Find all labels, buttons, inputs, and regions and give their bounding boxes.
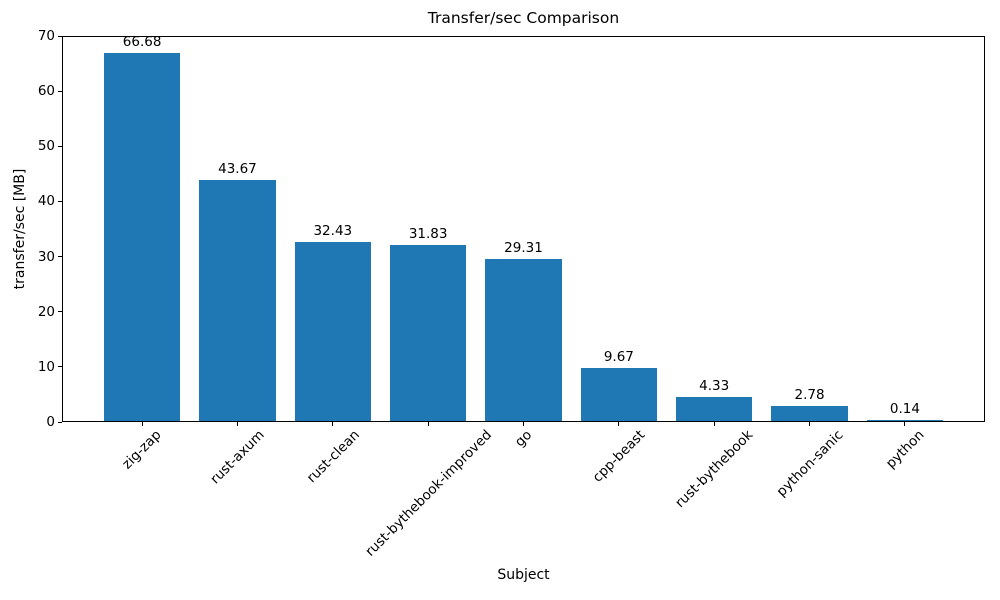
y-tick (58, 366, 62, 368)
x-tick-label: go (511, 427, 536, 451)
y-tick-label: 10 (37, 358, 55, 375)
y-tick (58, 200, 62, 202)
y-tick (58, 311, 62, 313)
bar-value-label: 66.68 (122, 34, 162, 51)
y-tick-label: 30 (37, 248, 55, 265)
y-tick-label: 0 (46, 414, 55, 430)
bar-python (866, 420, 944, 421)
bar-value-label: 32.43 (313, 223, 353, 240)
x-tick (236, 422, 238, 426)
bar-cpp-beast (580, 367, 657, 421)
x-tick-label: cpp-beast (589, 427, 649, 486)
x-tick-label: python (882, 427, 928, 472)
bar-value-label: 43.67 (218, 161, 257, 178)
bar-value-label: 4.33 (699, 378, 730, 395)
bar-python-sanic (771, 405, 848, 421)
y-tick (58, 35, 62, 37)
x-tick (904, 422, 906, 426)
bar-rust-clean (294, 242, 371, 421)
x-tick-label: zig-zap (119, 427, 165, 473)
y-tick-label: 20 (37, 303, 55, 320)
bar-value-label: 0.14 (889, 401, 920, 417)
bar-value-label: 9.67 (603, 348, 634, 365)
bar-zig-zap (103, 53, 181, 421)
x-tick (141, 422, 143, 426)
y-axis-label: transfer/sec [MB] (12, 168, 28, 290)
bar-rust-axum (199, 180, 276, 421)
y-tick (58, 421, 62, 423)
bar-value-label: 31.83 (408, 226, 448, 243)
y-tick-label: 60 (37, 83, 55, 100)
bar-go (485, 259, 562, 421)
bar-value-label: 29.31 (504, 240, 543, 257)
chart-title: Transfer/sec Comparison (427, 9, 620, 27)
x-tick (618, 422, 620, 426)
x-tick (332, 422, 334, 426)
plot-area: 66.68 43.67 32.43 31.83 29.31 9.67 4.33 2.78 0.1… (62, 34, 985, 422)
y-tick (58, 256, 62, 258)
x-tick (713, 422, 715, 426)
bar-rust-bythebook (676, 397, 753, 421)
x-tick-label: rust-axum (207, 427, 268, 488)
x-tick-label: rust-bythebook-improved (361, 427, 495, 560)
y-tick (58, 90, 62, 92)
y-tick-label: 70 (37, 28, 55, 44)
x-tick-label: python-sanic (773, 427, 846, 500)
x-tick (523, 422, 524, 426)
y-tick (58, 145, 62, 147)
bar-rust-bythebook-improved (390, 245, 467, 421)
x-tick-label: rust-clean (303, 427, 363, 487)
x-tick-label: rust-bythebook (672, 427, 757, 512)
x-axis-label: Subject (497, 567, 550, 583)
x-tick (427, 422, 429, 426)
y-tick-label: 50 (37, 138, 55, 155)
x-tick (809, 422, 811, 426)
bar-value-label: 2.78 (794, 386, 825, 403)
y-tick-label: 40 (37, 193, 55, 210)
